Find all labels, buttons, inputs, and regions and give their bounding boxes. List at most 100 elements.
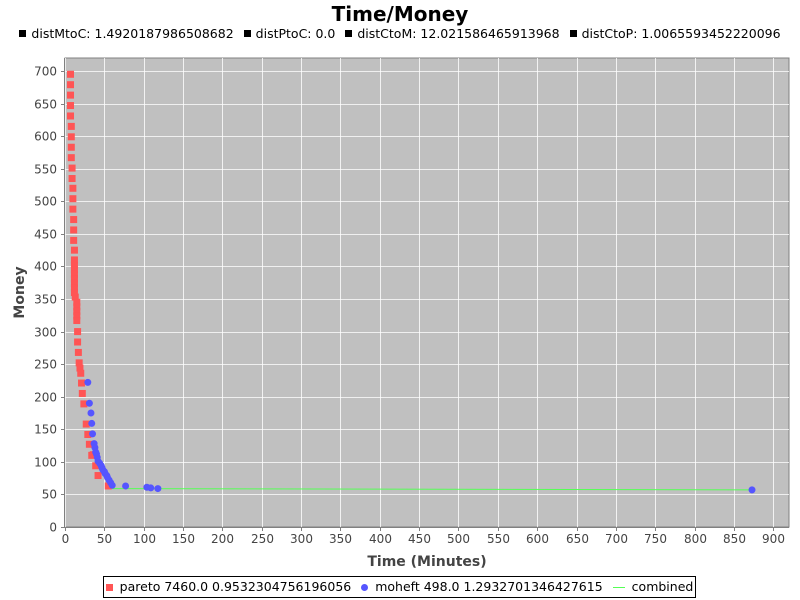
y-tick-label: 500 (34, 195, 57, 209)
pareto-point (73, 303, 81, 311)
pareto-point (70, 236, 78, 244)
y-tick-label: 0 (49, 521, 57, 535)
pareto-point (73, 317, 81, 325)
pareto-point (70, 284, 78, 292)
pareto-point (70, 256, 78, 264)
pareto-point (67, 102, 75, 110)
x-tick-label: 800 (684, 532, 707, 546)
subtitle-text: distCtoP: 1.0065593452220096 (581, 26, 781, 41)
pareto-point (77, 369, 85, 377)
square-marker-icon (105, 583, 113, 591)
y-tick-label: 600 (34, 130, 57, 144)
pareto-point (75, 359, 83, 367)
circle-marker-icon (361, 583, 369, 591)
moheft-point (88, 419, 96, 427)
pareto-point (74, 338, 82, 346)
y-tick-label: 150 (34, 423, 57, 437)
x-tick-label: 350 (329, 532, 352, 546)
y-tick-label: 50 (42, 488, 57, 502)
x-tick-label: 200 (211, 532, 234, 546)
pareto-point (82, 420, 90, 428)
pareto-point (67, 81, 75, 89)
legend-label: combined (631, 579, 694, 594)
pareto-point (94, 472, 102, 480)
plot-area (64, 57, 790, 528)
pareto-point (70, 216, 78, 224)
moheft-point (154, 485, 162, 493)
square-bullet-icon (19, 30, 27, 37)
pareto-point (69, 184, 77, 192)
legend-label: moheft 498.0 1.2932701346427615 (375, 579, 603, 594)
pareto-point (70, 226, 78, 234)
pareto-point (71, 293, 79, 301)
pareto-point (70, 266, 78, 274)
legend-item-pareto: pareto 7460.0 0.9532304756196056 (105, 577, 352, 597)
moheft-point (87, 409, 95, 417)
x-tick-label: 100 (133, 532, 156, 546)
pareto-point (80, 400, 88, 408)
y-tick-label: 350 (34, 293, 57, 307)
pareto-point (84, 431, 92, 439)
x-tick-label: 0 (62, 532, 70, 546)
x-tick-label: 900 (762, 532, 785, 546)
axes: 0 50 100 150 200 250 300 350 400 450 500 550 600 650 7… (34, 58, 789, 546)
pareto-point (67, 133, 75, 141)
y-tick-label: 450 (34, 228, 57, 242)
pareto-point (67, 70, 75, 78)
pareto-point (74, 348, 82, 356)
x-tick-label: 400 (369, 532, 392, 546)
y-tick-label: 300 (34, 326, 57, 340)
x-tick-label: 850 (723, 532, 746, 546)
pareto-point (70, 270, 78, 278)
square-bullet-icon (345, 30, 353, 37)
moheft-point (122, 482, 130, 490)
pareto-point (70, 246, 78, 254)
y-tick-label: 250 (34, 358, 57, 372)
x-tick-label: 50 (97, 532, 112, 546)
y-axis-label: Money (12, 266, 28, 318)
subtitle-text: distCtoM: 12.021586465913968 (357, 26, 560, 41)
subtitle-item: distCtoM: 12.021586465913968 (345, 26, 560, 41)
pareto-point (67, 122, 75, 130)
pareto-point (73, 298, 81, 306)
x-tick-label: 600 (526, 532, 549, 546)
pareto-point (67, 143, 75, 151)
x-tick-label: 500 (447, 532, 470, 546)
y-tick-label: 700 (34, 65, 57, 79)
x-axis-label: Time (Minutes) (367, 554, 486, 570)
pareto-point (73, 312, 81, 320)
pareto-point (73, 307, 81, 315)
pareto-point (70, 275, 78, 283)
pareto-point (70, 261, 78, 269)
combined-line (112, 488, 753, 491)
x-tick-label: 300 (290, 532, 313, 546)
pareto-point (76, 364, 84, 372)
pareto-point (68, 164, 76, 172)
pareto-point (70, 289, 78, 296)
y-tick-label: 200 (34, 391, 57, 405)
subtitle-item: distMtoC: 1.4920187986508682 (19, 26, 234, 41)
x-tick-label: 750 (644, 532, 667, 546)
pareto-point (69, 195, 77, 203)
pareto-point (67, 154, 75, 162)
data-marks (67, 70, 756, 494)
pareto-point (67, 112, 75, 120)
x-tick-label: 150 (172, 532, 195, 546)
pareto-point (85, 440, 93, 448)
legend-item-moheft: moheft 498.0 1.2932701346427615 (361, 577, 603, 597)
y-tick-label: 550 (34, 163, 57, 177)
legend: pareto 7460.0 0.9532304756196056 moheft … (103, 576, 696, 598)
pareto-point (67, 91, 75, 99)
pareto-point (78, 389, 86, 397)
legend-label: pareto 7460.0 0.9532304756196056 (119, 579, 352, 594)
x-tick-label: 700 (605, 532, 628, 546)
x-tick-label: 450 (408, 532, 431, 546)
moheft-point (748, 486, 756, 494)
y-tick-label: 650 (34, 98, 57, 112)
y-tick-label: 400 (34, 260, 57, 274)
y-tick-label: 100 (34, 456, 57, 470)
chart-subtitle: distMtoC: 1.4920187986508682 distPtoC: 0… (0, 25, 800, 43)
moheft-point (108, 481, 116, 489)
pareto-point (69, 205, 77, 213)
moheft-point (147, 484, 155, 492)
